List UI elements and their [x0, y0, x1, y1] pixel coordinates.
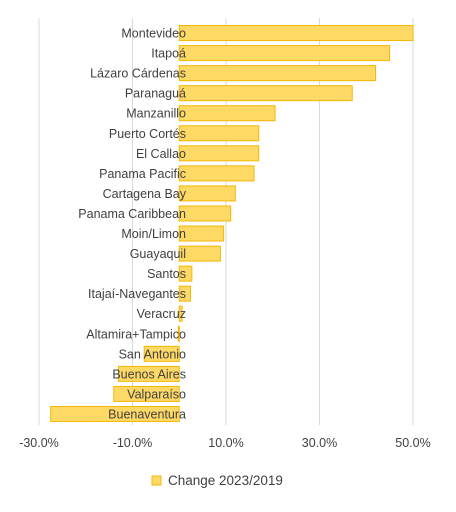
bar	[178, 145, 260, 162]
bar	[178, 245, 221, 262]
category-label: Altamira+Tampico	[86, 327, 186, 341]
category-label: Santos	[147, 267, 186, 281]
bar	[178, 65, 377, 82]
category-label: Manzanillo	[126, 107, 186, 121]
bar	[113, 385, 180, 402]
bar	[178, 125, 260, 142]
x-tick-label: -30.0%	[19, 436, 59, 450]
bar	[178, 205, 232, 222]
bar	[117, 365, 180, 382]
category-labels: Montevideo Itapoá Lázaro Cárdenas Paranaguá…	[78, 27, 186, 422]
category-label: Buenos Aires	[112, 367, 186, 381]
x-tick-label: 30.0%	[302, 436, 337, 450]
x-tick-label: -10.0%	[113, 436, 153, 450]
category-label: Cartagena Bay	[103, 187, 187, 201]
bar	[178, 305, 183, 322]
category-label: Moin/Limon	[121, 227, 186, 241]
bar	[178, 225, 225, 242]
legend-label: Change 2023/2019	[168, 473, 283, 488]
category-label: Buenaventura	[108, 407, 186, 421]
bar	[177, 325, 180, 342]
category-label: Panama Caribbean	[78, 207, 186, 221]
bar	[178, 165, 255, 182]
category-label: Lázaro Cárdenas	[90, 67, 186, 81]
bar	[178, 105, 276, 122]
legend: Change 2023/2019	[151, 473, 283, 488]
category-label: Panama Pacific	[99, 167, 186, 181]
bar	[178, 185, 236, 202]
bar	[178, 25, 414, 42]
category-label: El Callao	[136, 147, 186, 161]
category-label: Valparaíso	[127, 387, 186, 401]
category-label: Veracruz	[137, 307, 186, 321]
bar	[178, 265, 193, 282]
x-tick-label: 10.0%	[208, 436, 243, 450]
category-label: Guayaquil	[130, 247, 186, 261]
bar	[178, 85, 353, 102]
category-label: Montevideo	[121, 27, 186, 41]
x-tick-labels: -30.0% -10.0% 10.0% 30.0% 50.0%	[19, 436, 431, 450]
category-label: Puerto Cortés	[109, 127, 186, 141]
category-label: Paranaguá	[125, 87, 186, 101]
bar	[178, 285, 191, 302]
bars	[50, 25, 414, 422]
category-label: Itapoá	[151, 47, 186, 61]
x-tick-label: 50.0%	[395, 436, 430, 450]
bar	[143, 345, 180, 362]
category-label: San Antonio	[119, 347, 186, 361]
bar	[178, 45, 391, 62]
category-label: Itajaí-Navegantes	[88, 287, 186, 301]
legend-swatch	[151, 475, 162, 486]
bar	[50, 405, 180, 422]
